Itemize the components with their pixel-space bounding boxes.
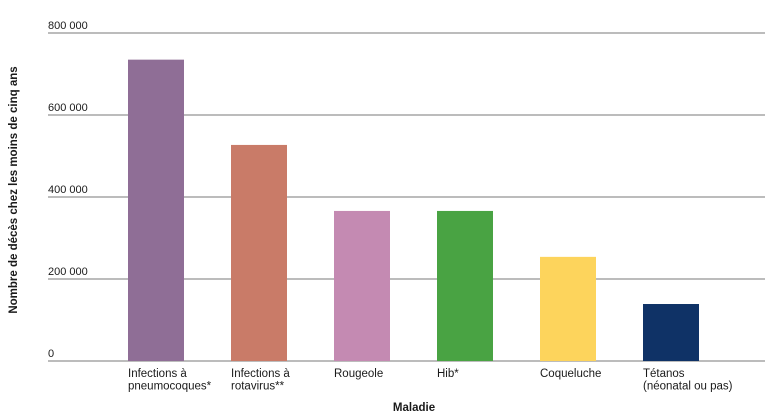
x-tick-label-line: Rougeole bbox=[334, 368, 383, 380]
x-tick-label: Infections à rotavirus** bbox=[231, 368, 290, 393]
bars bbox=[128, 59, 699, 362]
x-tick-label-line: Infections à bbox=[128, 368, 187, 380]
x-tick-label: Rougeole bbox=[334, 368, 383, 380]
x-category-labels: Infections à pneumocoques*Infections à rot… bbox=[128, 368, 733, 393]
bar bbox=[643, 304, 699, 361]
y-axis-label: Nombre de décès chez les moins de cinq a… bbox=[8, 66, 20, 313]
x-tick-label-line: rotavirus** bbox=[231, 381, 285, 393]
x-tick-label: Infections à pneumocoques* bbox=[128, 368, 212, 393]
x-tick-label-line: (néonatal ou pas) bbox=[643, 381, 733, 393]
x-tick-label-line: Tétanos bbox=[643, 368, 685, 380]
x-tick-label-line: Hib* bbox=[437, 368, 459, 380]
x-tick-label-line: Coqueluche bbox=[540, 368, 601, 380]
x-tick-label-line: pneumocoques* bbox=[128, 381, 212, 393]
x-tick-label: Tétanos (néonatal ou pas) bbox=[643, 368, 733, 393]
bar bbox=[231, 144, 287, 361]
bar bbox=[128, 59, 184, 362]
y-tick-label: 0 bbox=[48, 348, 54, 360]
y-tick-label: 600 000 bbox=[48, 102, 88, 114]
bar bbox=[540, 256, 596, 361]
x-tick-label-line: Infections à bbox=[231, 368, 290, 380]
x-axis-label: Maladie bbox=[393, 402, 435, 414]
y-tick-labels: 0 200 000 400 000 600 000 800 000 bbox=[48, 20, 88, 360]
y-tick-label: 200 000 bbox=[48, 266, 88, 278]
x-tick-label: Hib* bbox=[437, 368, 459, 380]
bar bbox=[437, 210, 493, 361]
bar bbox=[334, 210, 390, 361]
x-tick-label: Coqueluche bbox=[540, 368, 601, 380]
y-tick-label: 400 000 bbox=[48, 184, 88, 196]
y-tick-label: 800 000 bbox=[48, 20, 88, 32]
